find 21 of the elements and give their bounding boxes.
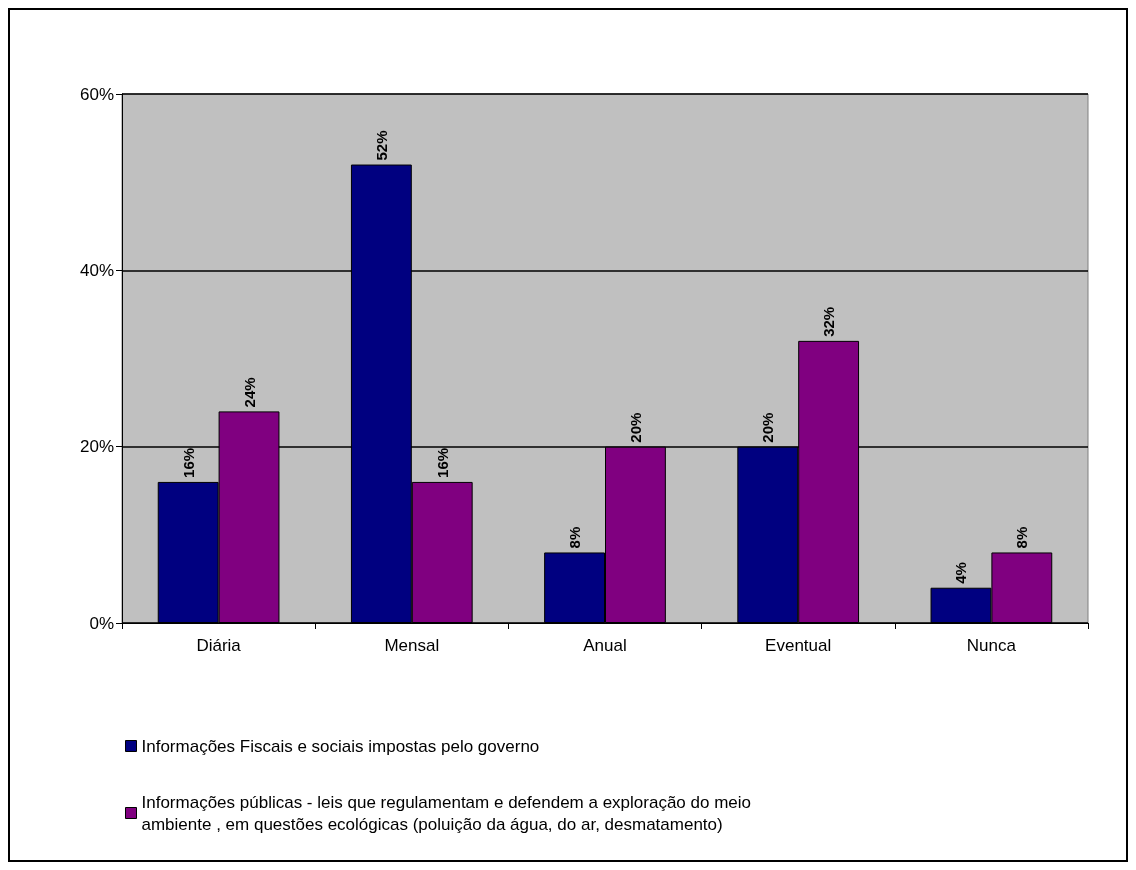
- data-label: 4%: [952, 562, 970, 584]
- data-label: 24%: [240, 377, 258, 408]
- data-label: 16%: [179, 447, 197, 478]
- data-label: 16%: [433, 447, 451, 478]
- data-label: 20%: [759, 412, 777, 443]
- x-tick-label: Diária: [196, 636, 242, 655]
- data-label: 52%: [372, 130, 390, 161]
- data-label: 32%: [820, 306, 838, 337]
- data-label: 8%: [1013, 526, 1031, 549]
- y-tick-label: 40%: [79, 260, 114, 280]
- x-tick-label: Mensal: [384, 636, 440, 655]
- x-tick-label: Eventual: [765, 636, 832, 655]
- x-tick-label: Nunca: [966, 636, 1017, 655]
- y-tick-label: 0%: [89, 613, 114, 633]
- x-tick-label: Anual: [583, 636, 627, 655]
- data-label: 20%: [626, 412, 644, 443]
- data-label: 8%: [566, 526, 584, 549]
- y-tick-label: 60%: [79, 84, 114, 104]
- y-tick-label: 20%: [79, 437, 114, 457]
- legend-label: Informações Fiscais e sociais impostas pelo governo: [141, 736, 540, 756]
- legend-label: Informações públicas - leis que regulamentam e defendem a exploração do meio ambiente , em questões ecológicas (poluição da água, do ar, desmatamento): [141, 792, 756, 834]
